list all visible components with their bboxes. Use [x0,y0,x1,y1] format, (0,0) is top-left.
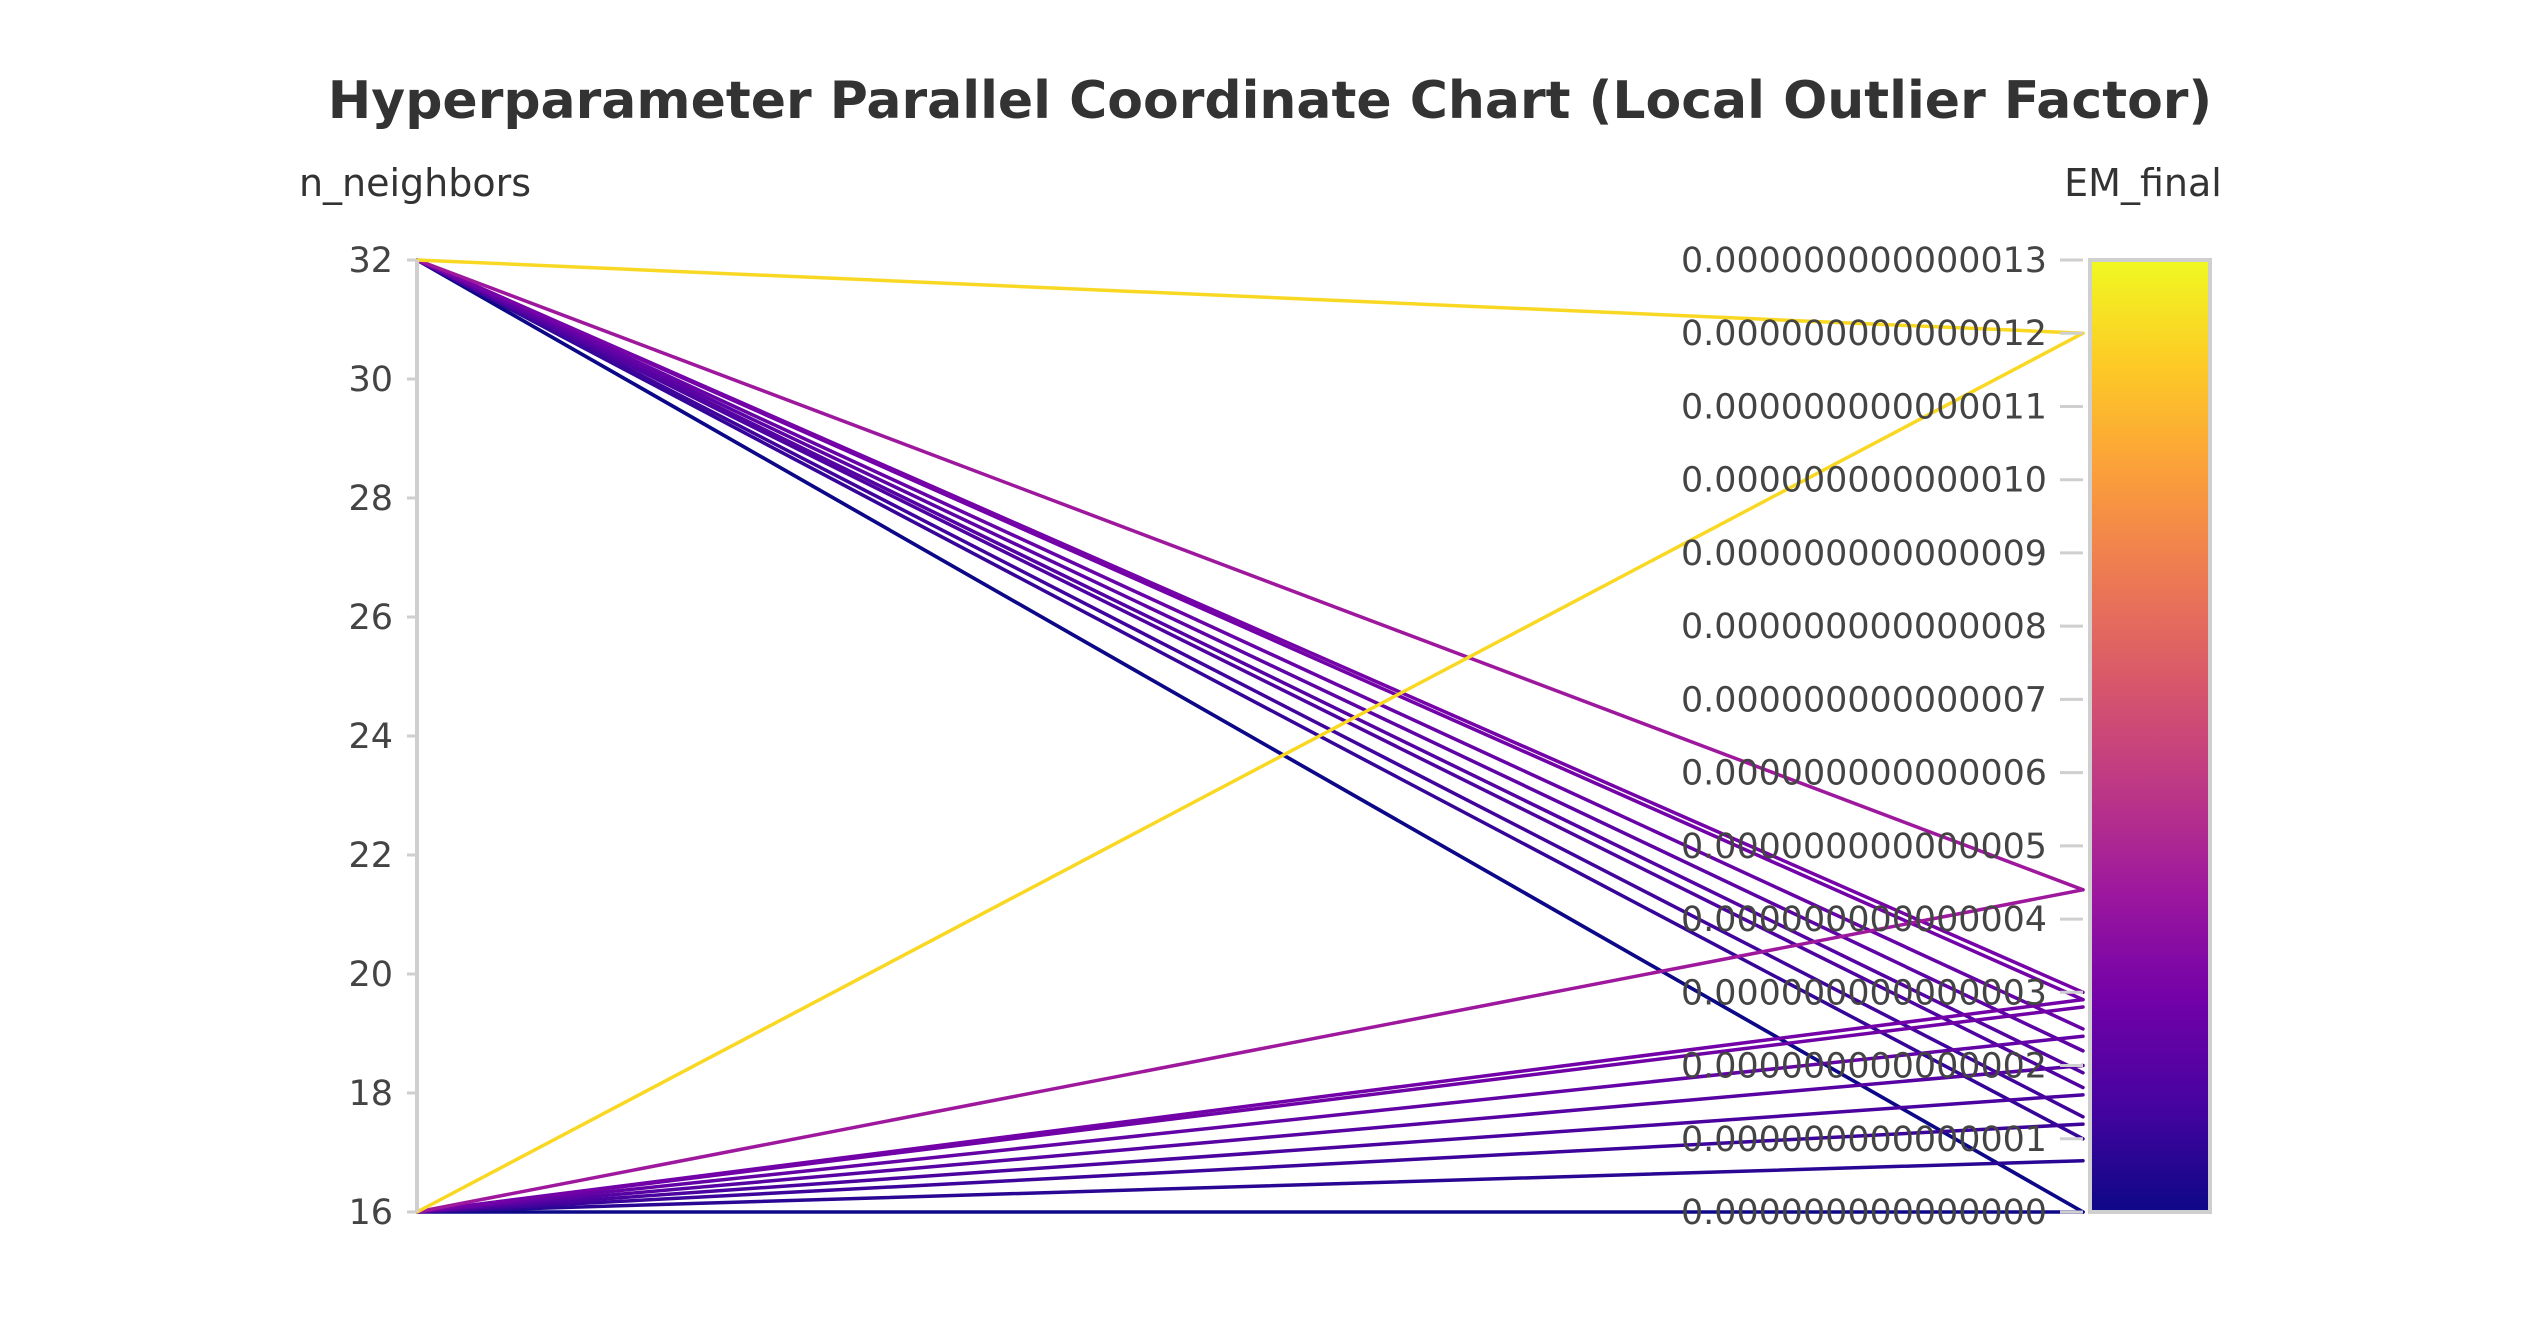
data-line[interactable] [415,258,2085,1053]
data-line[interactable] [415,1063,2085,1214]
tick-label-n-neighbors: 30 [348,360,393,400]
data-line[interactable] [415,1034,2085,1214]
tick-label-em-final: 0.000000000000012 [1681,314,2047,354]
tick-label-n-neighbors: 22 [348,836,393,876]
tick-label-n-neighbors: 18 [348,1074,393,1114]
tick-label-em-final: 0.000000000000003 [1681,973,2047,1013]
tick-label-n-neighbors: 16 [348,1193,393,1233]
data-line[interactable] [415,258,2085,892]
polyline-layer [415,258,2085,1214]
tick-label-em-final: 0.000000000000001 [1681,1120,2047,1160]
data-line[interactable] [415,258,2085,1090]
data-line[interactable] [415,258,2085,1031]
tick-label-em-final: 0.000000000000011 [1681,387,2047,427]
colorbar-gradient-rect [2088,258,2212,1214]
axis-n-neighbors[interactable]: 16 18 20 22 24 26 28 30 32 [348,241,419,1233]
tick-label-n-neighbors: 28 [348,479,393,519]
data-line[interactable] [415,258,2085,995]
tick-label-em-final: 0.000000000000002 [1681,1047,2047,1087]
tick-label-n-neighbors: 20 [348,955,393,995]
data-line[interactable] [415,1158,2085,1214]
data-line[interactable] [415,888,2085,1214]
tick-label-em-final: 0.000000000000010 [1681,461,2047,501]
tick-label-em-final: 0.000000000000004 [1681,900,2047,940]
data-line[interactable] [415,258,2085,1214]
tick-label-n-neighbors: 26 [348,598,393,638]
tick-label-em-final: 0.000000000000008 [1681,607,2047,647]
chart-title: Hyperparameter Parallel Coordinate Chart… [328,71,2212,131]
data-line[interactable] [415,1122,2085,1214]
tick-label-n-neighbors: 24 [348,717,393,757]
data-line[interactable] [415,258,2085,1119]
axis-em-final[interactable]: 0.000000000000000 0.000000000000001 0.0000… [1681,241,2083,1233]
data-line[interactable] [415,331,2085,1214]
tick-label-em-final: 0.000000000000005 [1681,827,2047,867]
tick-label-em-final: 0.000000000000007 [1681,680,2047,720]
tick-label-n-neighbors: 32 [348,241,393,281]
tick-label-em-final: 0.000000000000009 [1681,534,2047,574]
data-line[interactable] [415,258,2085,1141]
axis-title-n-neighbors[interactable]: n_neighbors [299,161,531,205]
tick-label-em-final: 0.000000000000000 [1681,1193,2047,1233]
tick-label-em-final: 0.000000000000006 [1681,754,2047,794]
axis-title-em-final[interactable]: EM_final [2064,161,2222,205]
data-line[interactable] [415,258,2085,1075]
colorbar [2088,258,2212,1214]
data-line[interactable] [415,258,2085,335]
tick-label-em-final: 0.000000000000013 [1681,241,2047,281]
data-line[interactable] [415,1093,2085,1214]
data-line[interactable] [415,997,2085,1214]
